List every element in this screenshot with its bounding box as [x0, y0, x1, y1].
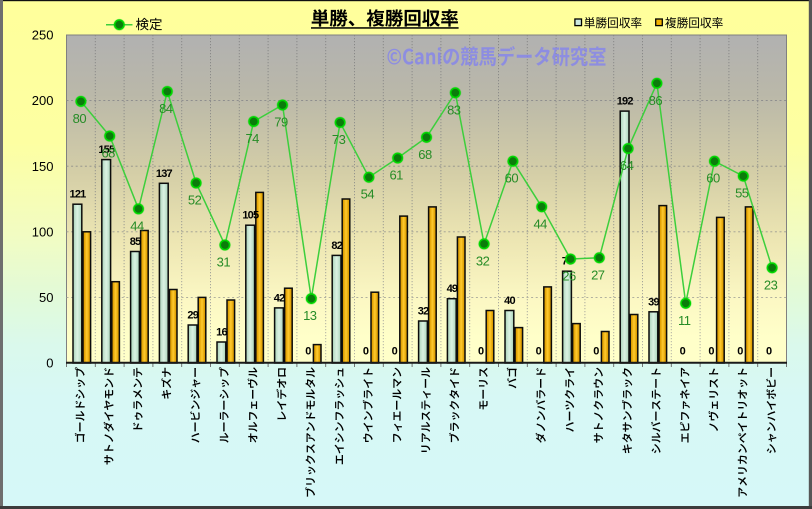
svg-text:100: 100: [32, 224, 54, 239]
svg-text:44: 44: [130, 218, 144, 233]
svg-text:155: 155: [98, 144, 115, 156]
svg-text:0: 0: [737, 346, 743, 358]
svg-text:86: 86: [649, 93, 663, 108]
svg-text:0: 0: [478, 346, 484, 358]
svg-text:80: 80: [73, 111, 87, 126]
svg-text:52: 52: [188, 193, 202, 208]
svg-text:0: 0: [305, 346, 311, 358]
svg-text:137: 137: [156, 168, 173, 180]
svg-text:0: 0: [536, 346, 542, 358]
svg-text:85: 85: [130, 236, 141, 248]
svg-text:84: 84: [159, 101, 173, 116]
svg-text:26: 26: [562, 269, 576, 284]
svg-text:31: 31: [217, 255, 231, 270]
svg-text:27: 27: [591, 267, 605, 282]
svg-text:0: 0: [392, 346, 398, 358]
svg-text:13: 13: [303, 308, 317, 323]
svg-text:0: 0: [46, 356, 53, 371]
svg-text:54: 54: [361, 187, 375, 202]
svg-text:42: 42: [274, 292, 285, 304]
svg-text:50: 50: [39, 290, 53, 305]
svg-text:68: 68: [418, 147, 432, 162]
svg-text:64: 64: [620, 158, 634, 173]
svg-text:82: 82: [331, 240, 342, 252]
svg-text:121: 121: [70, 189, 87, 201]
svg-text:0: 0: [593, 346, 599, 358]
svg-text:60: 60: [706, 171, 720, 186]
svg-text:0: 0: [708, 346, 714, 358]
svg-text:79: 79: [274, 115, 288, 130]
svg-text:105: 105: [242, 210, 259, 222]
svg-text:39: 39: [648, 296, 659, 308]
svg-text:83: 83: [447, 102, 461, 117]
svg-text:16: 16: [216, 327, 227, 339]
svg-text:23: 23: [764, 277, 778, 292]
svg-text:55: 55: [735, 186, 749, 201]
svg-text:11: 11: [678, 313, 691, 328]
svg-text:40: 40: [504, 295, 515, 307]
svg-text:150: 150: [32, 159, 54, 174]
svg-text:0: 0: [766, 346, 772, 358]
svg-text:32: 32: [418, 306, 429, 318]
svg-text:32: 32: [476, 253, 490, 268]
svg-text:29: 29: [187, 310, 198, 322]
svg-text:74: 74: [245, 131, 259, 146]
svg-text:192: 192: [617, 96, 634, 108]
svg-text:44: 44: [533, 216, 547, 231]
svg-text:73: 73: [332, 132, 346, 147]
svg-text:49: 49: [447, 283, 458, 295]
svg-text:0: 0: [680, 346, 686, 358]
svg-text:60: 60: [505, 171, 519, 186]
svg-text:68: 68: [101, 146, 115, 161]
svg-text:0: 0: [363, 346, 369, 358]
svg-text:61: 61: [389, 168, 403, 183]
svg-text:200: 200: [32, 93, 54, 108]
svg-text:250: 250: [32, 28, 54, 43]
